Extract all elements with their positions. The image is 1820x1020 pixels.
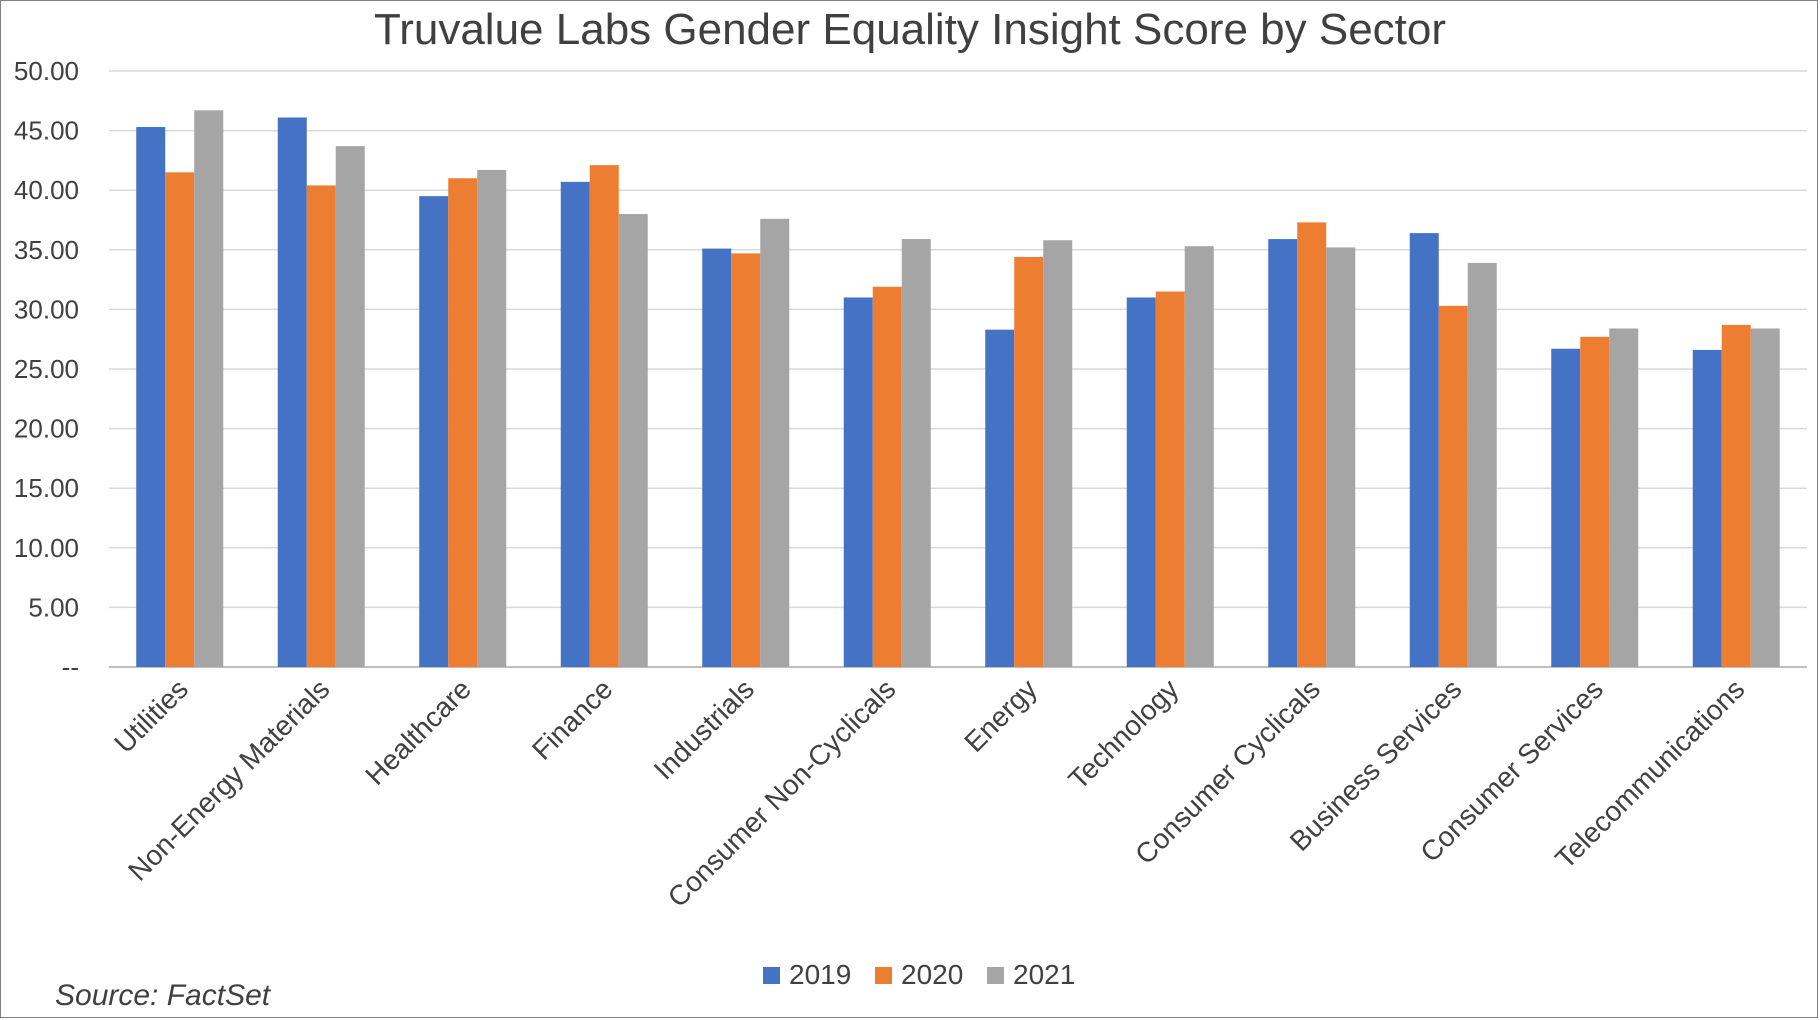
y-axis-ticks: -- 5.00 10.00 15.00 20.00 25.00 30.00 35.00 40.0… <box>14 56 79 682</box>
y-tick-label: 5.00 <box>28 592 79 622</box>
bar-2020-industrials <box>731 253 761 667</box>
y-tick-label: -- <box>62 652 79 682</box>
bar-2021-consumer-cyclicals <box>1326 247 1356 667</box>
bar-2021-healthcare <box>477 169 507 667</box>
y-tick-label: 35.00 <box>14 235 79 265</box>
bar-2019-consumer-cyclicals <box>1268 239 1298 667</box>
bar-2020-consumer-non-cyclicals <box>872 286 902 667</box>
y-tick-label: 50.00 <box>14 56 79 86</box>
bars <box>136 110 1780 668</box>
legend-label: 2020 <box>901 959 963 990</box>
bar-2019-business-services <box>1409 233 1439 667</box>
bar-2020-healthcare <box>448 178 478 667</box>
bar-2019-energy <box>985 329 1015 667</box>
bar-2021-industrials <box>760 218 790 668</box>
bar-2019-industrials <box>702 248 732 667</box>
bar-2020-consumer-services <box>1580 336 1610 667</box>
y-tick-label: 10.00 <box>14 533 79 563</box>
bar-2021-utilities <box>194 110 224 667</box>
bar-2020-finance <box>589 165 619 667</box>
x-tick-label: Consumer Non-Cyclicals <box>662 673 902 913</box>
bar-2021-finance <box>618 214 648 668</box>
y-tick-label: 15.00 <box>14 473 79 503</box>
bar-2019-utilities <box>136 127 166 668</box>
bar-2019-non-energy-materials <box>277 117 307 668</box>
bar-2020-telecommunications <box>1721 324 1751 667</box>
x-tick-label: Technology <box>1062 673 1184 795</box>
bar-2020-utilities <box>165 172 195 667</box>
legend: 2019 2020 2021 <box>763 959 1075 990</box>
legend-swatch-2019 <box>763 967 780 984</box>
x-tick-label: Energy <box>958 673 1043 758</box>
y-tick-label: 45.00 <box>14 116 79 146</box>
bar-2021-energy <box>1043 240 1073 667</box>
source-note: Source: FactSet <box>55 979 272 1012</box>
bar-2021-business-services <box>1467 262 1497 667</box>
bar-2019-technology <box>1126 297 1156 667</box>
bar-2021-telecommunications <box>1750 328 1780 667</box>
bar-2019-consumer-services <box>1551 348 1581 667</box>
y-tick-label: 40.00 <box>14 175 79 205</box>
x-tick-label: Healthcare <box>359 673 477 791</box>
bar-2021-consumer-non-cyclicals <box>901 239 931 667</box>
y-tick-label: 30.00 <box>14 294 79 324</box>
gridlines <box>109 70 1807 668</box>
bar-2020-business-services <box>1438 305 1468 667</box>
bar-2019-consumer-non-cyclicals <box>843 297 873 667</box>
bar-2021-non-energy-materials <box>335 146 365 667</box>
y-tick-label: 20.00 <box>14 414 79 444</box>
x-tick-label: Utilities <box>108 673 194 759</box>
bar-2020-consumer-cyclicals <box>1297 222 1327 667</box>
bar-2019-finance <box>560 181 590 667</box>
chart-title: Truvalue Labs Gender Equality Insight Sc… <box>374 5 1446 54</box>
bar-2020-non-energy-materials <box>306 185 336 667</box>
bar-2020-technology <box>1155 291 1185 667</box>
bar-2020-energy <box>1014 256 1044 667</box>
bar-2019-telecommunications <box>1692 349 1722 667</box>
bar-2019-healthcare <box>419 196 449 667</box>
y-tick-label: 25.00 <box>14 354 79 384</box>
legend-label: 2021 <box>1013 959 1075 990</box>
legend-swatch-2020 <box>875 967 892 984</box>
x-tick-label: Finance <box>526 673 618 765</box>
x-tick-label: Industrials <box>648 673 760 785</box>
legend-label: 2019 <box>789 959 851 990</box>
bar-2021-consumer-services <box>1609 328 1639 667</box>
bar-2021-technology <box>1184 246 1214 667</box>
legend-swatch-2021 <box>987 967 1004 984</box>
